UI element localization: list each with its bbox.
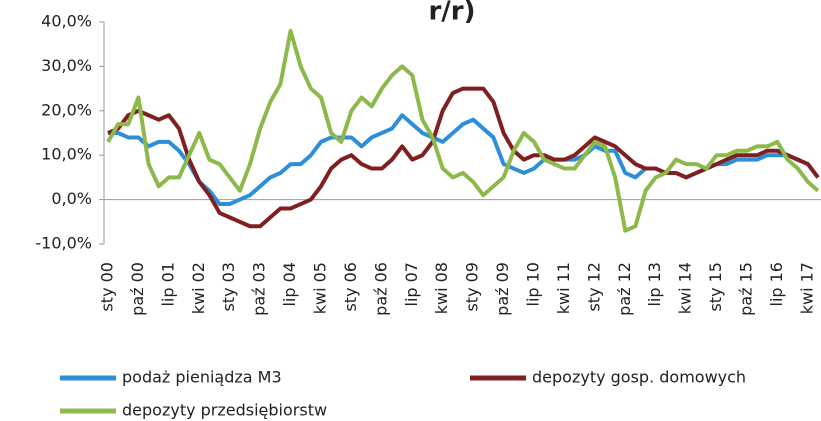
y-tick-label: 40,0% (41, 12, 92, 31)
x-tick-label: sty 12 (584, 262, 603, 312)
x-tick-label: paź 06 (371, 262, 390, 316)
x-tick-label: kwi 11 (554, 262, 573, 314)
x-tick-label: paź 12 (615, 262, 634, 316)
x-tick-label: lip 10 (524, 262, 543, 307)
series-line (107, 86, 820, 229)
x-tick-label: lip 01 (158, 262, 177, 307)
series-line (106, 28, 820, 233)
chart-title: r/r) (428, 0, 475, 27)
x-tick-label: sty 00 (98, 262, 117, 312)
legend-label: podaż pieniądza M3 (122, 368, 282, 387)
x-tick-label: kwi 08 (432, 262, 451, 314)
legend-label: depozyty gosp. domowych (532, 368, 746, 387)
x-tick-label: kwi 05 (311, 262, 330, 314)
x-tick-label: sty 15 (706, 262, 725, 312)
x-tick-label: paź 03 (250, 262, 269, 316)
x-tick-label: sty 03 (219, 262, 238, 312)
y-tick-label: 20,0% (41, 100, 92, 119)
legend-label: depozyty przedsiębiorstw (122, 401, 327, 420)
y-tick-label: 30,0% (41, 56, 92, 75)
x-tick-label: lip 07 (402, 262, 421, 307)
x-tick-label: paź 15 (737, 262, 756, 316)
y-tick-label: -10,0% (35, 234, 92, 253)
x-tick-label: lip 04 (280, 262, 299, 307)
x-tick-label: kwi 17 (797, 262, 816, 314)
x-tick-label: sty 09 (463, 262, 482, 312)
x-tick-label: paź 00 (128, 262, 147, 316)
x-tick-label: paź 09 (493, 262, 512, 316)
y-tick-label: 0,0% (51, 189, 92, 208)
x-tick-label: kwi 14 (676, 262, 695, 314)
x-tick-label: lip 13 (645, 262, 664, 307)
y-tick-label: 10,0% (41, 145, 92, 164)
x-tick-label: lip 16 (767, 262, 786, 307)
x-tick-label: sty 06 (341, 262, 360, 312)
x-tick-label: kwi 02 (189, 262, 208, 314)
